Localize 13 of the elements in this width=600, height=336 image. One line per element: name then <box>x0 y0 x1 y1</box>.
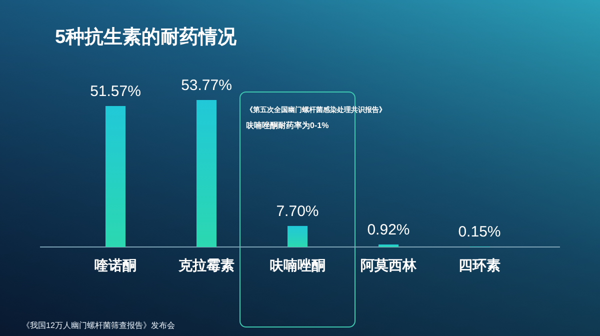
text: 《我国12万人幽门螺杆菌筛查报告》发布会 <box>22 321 175 330</box>
data-label: 0.92% <box>367 221 410 238</box>
chart-title: 5种抗生素的耐药情况 <box>55 26 238 48</box>
x-tick-label: 阿莫西林 <box>360 257 418 273</box>
annotation: 呋喃唑酮耐药率为0-1% <box>246 120 329 130</box>
x-tick-label: 呋喃唑酮 <box>270 257 326 273</box>
data-label: 0.15% <box>458 224 501 241</box>
data-label: 51.57% <box>90 83 141 100</box>
x-tick-label: 四环素 <box>458 257 500 273</box>
x-tick-label: 克拉霉素 <box>178 257 234 273</box>
data-label: 53.77% <box>181 77 232 94</box>
data-label: 7.70% <box>276 202 319 220</box>
x-tick-label: 喹诺酮 <box>94 257 136 273</box>
